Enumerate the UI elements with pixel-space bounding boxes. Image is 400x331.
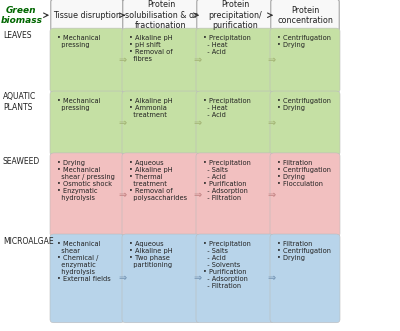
FancyBboxPatch shape (122, 234, 200, 323)
Text: Green
biomass: Green biomass (0, 6, 42, 25)
Text: ⇒: ⇒ (268, 118, 276, 128)
Text: • Centrifugation
• Drying: • Centrifugation • Drying (277, 35, 331, 48)
Text: ⇒: ⇒ (119, 55, 127, 66)
FancyBboxPatch shape (270, 28, 340, 93)
FancyBboxPatch shape (122, 91, 200, 156)
FancyBboxPatch shape (50, 234, 124, 323)
Text: • Aqueous
• Alkaline pH
• Two phase
  partitioning: • Aqueous • Alkaline pH • Two phase part… (129, 241, 173, 268)
Text: • Mechanical
  pressing: • Mechanical pressing (57, 35, 101, 48)
Text: ⇒: ⇒ (194, 55, 202, 66)
Text: • Alkaline pH
• pH shift
• Removal of
  fibres: • Alkaline pH • pH shift • Removal of fi… (129, 35, 173, 62)
Text: • Centrifugation
• Drying: • Centrifugation • Drying (277, 98, 331, 111)
FancyBboxPatch shape (270, 91, 340, 156)
FancyBboxPatch shape (50, 153, 124, 237)
Text: ⇒: ⇒ (194, 190, 202, 200)
Text: ⇒: ⇒ (194, 118, 202, 128)
Text: Tissue disruption: Tissue disruption (53, 11, 121, 20)
Text: ⇒: ⇒ (268, 273, 276, 283)
Text: ⇒: ⇒ (268, 190, 276, 200)
FancyBboxPatch shape (196, 91, 274, 156)
Text: • Precipitation
  - Salts
  - Acid
• Purification
  - Adsorption
  - Filtration: • Precipitation - Salts - Acid • Purific… (203, 160, 251, 201)
FancyBboxPatch shape (197, 0, 273, 31)
Text: AQUATIC
PLANTS: AQUATIC PLANTS (3, 92, 36, 112)
FancyBboxPatch shape (196, 153, 274, 237)
FancyBboxPatch shape (196, 28, 274, 93)
FancyBboxPatch shape (50, 28, 124, 93)
Text: • Precipitation
  - Salts
  - Acid
  - Solvents
• Purification
  - Adsorption
  : • Precipitation - Salts - Acid - Solvent… (203, 241, 251, 289)
FancyBboxPatch shape (51, 0, 123, 31)
Text: ⇒: ⇒ (119, 273, 127, 283)
Text: ⇒: ⇒ (268, 55, 276, 66)
FancyBboxPatch shape (270, 234, 340, 323)
Text: ⇒: ⇒ (119, 118, 127, 128)
FancyBboxPatch shape (196, 234, 274, 323)
FancyBboxPatch shape (271, 0, 339, 31)
Text: MICROALGAE: MICROALGAE (3, 237, 54, 246)
Text: • Precipitation
  - Heat
  - Acid: • Precipitation - Heat - Acid (203, 35, 251, 55)
Text: • Mechanical
  pressing: • Mechanical pressing (57, 98, 101, 111)
Text: • Mechanical
  shear
• Chemical /
  enzymatic
  hydrolysis
• External fields: • Mechanical shear • Chemical / enzymati… (57, 241, 111, 282)
Text: Protein
solubilisation & or
fractionation: Protein solubilisation & or fractionatio… (125, 0, 197, 30)
Text: • Aqueous
• Alkaline pH
• Thermal
  treatment
• Removal of
  polysaccharides: • Aqueous • Alkaline pH • Thermal treatm… (129, 160, 187, 201)
Text: Protein
concentration: Protein concentration (277, 6, 333, 25)
FancyBboxPatch shape (123, 0, 199, 31)
FancyBboxPatch shape (270, 153, 340, 237)
FancyBboxPatch shape (122, 153, 200, 237)
Text: ⇒: ⇒ (119, 190, 127, 200)
Text: SEAWEED: SEAWEED (3, 157, 40, 166)
Text: Protein
precipitation/
purification: Protein precipitation/ purification (208, 0, 262, 30)
Text: • Alkaline pH
• Ammonia
  treatment: • Alkaline pH • Ammonia treatment (129, 98, 173, 118)
FancyBboxPatch shape (122, 28, 200, 93)
Text: • Filtration
• Centrifugation
• Drying: • Filtration • Centrifugation • Drying (277, 241, 331, 260)
Text: • Precipitation
  - Heat
  - Acid: • Precipitation - Heat - Acid (203, 98, 251, 118)
Text: • Filtration
• Centrifugation
• Drying
• Flocculation: • Filtration • Centrifugation • Drying •… (277, 160, 331, 187)
Text: • Drying
• Mechanical
  shear / pressing
• Osmotic shock
• Enzymatic
  hydrolysi: • Drying • Mechanical shear / pressing •… (57, 160, 115, 201)
Text: ⇒: ⇒ (194, 273, 202, 283)
Text: LEAVES: LEAVES (3, 31, 31, 40)
FancyBboxPatch shape (50, 91, 124, 156)
